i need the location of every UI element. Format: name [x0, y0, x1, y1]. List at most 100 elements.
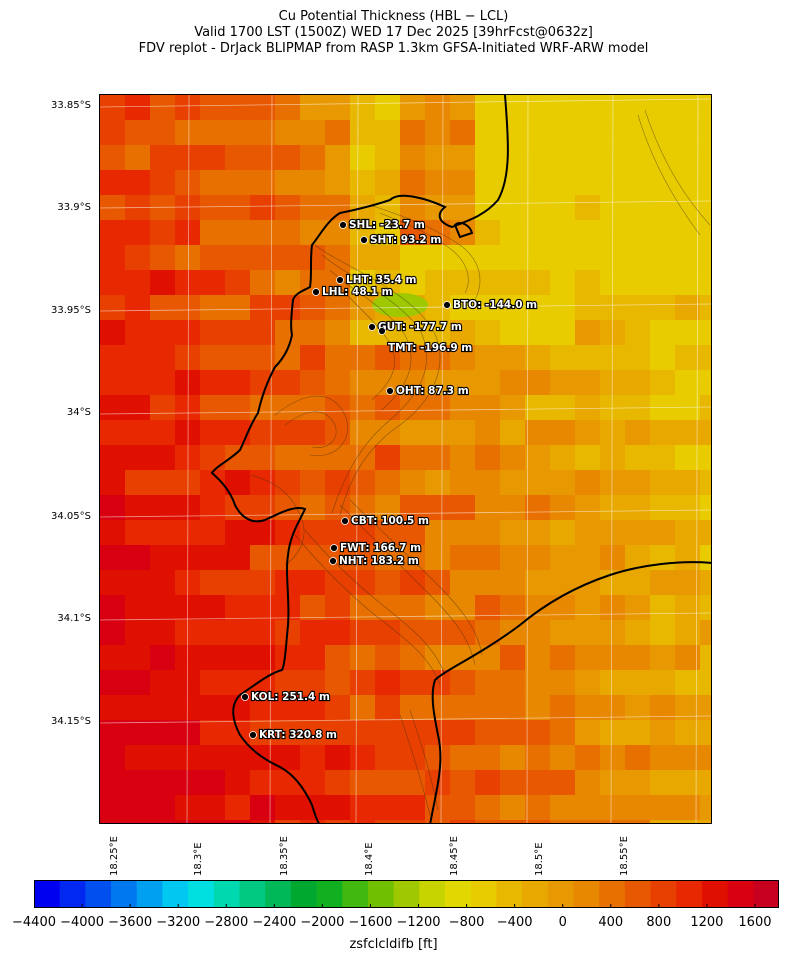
heatmap-cell	[125, 520, 151, 546]
heatmap-cell	[700, 395, 711, 421]
colorbar-tick-label: −1200	[396, 915, 441, 930]
heatmap-cell	[650, 270, 676, 296]
heatmap-cell	[150, 720, 176, 746]
lat-label-33.95: 33.95°S	[51, 305, 91, 316]
heatmap-cell	[500, 745, 526, 771]
heatmap-cell	[475, 245, 501, 271]
heatmap-cell	[225, 145, 251, 171]
heatmap-cell	[600, 720, 626, 746]
heatmap-cell	[250, 545, 276, 571]
heatmap-cell	[700, 370, 711, 396]
heatmap-cell	[175, 695, 201, 721]
heatmap-cell	[200, 670, 226, 696]
colorbar-tick-label: 1600	[738, 915, 772, 930]
heatmap-cell	[300, 670, 326, 696]
colorbar-tick-label: −2000	[300, 915, 345, 930]
heatmap-cell	[425, 820, 451, 823]
heatmap-cell	[100, 295, 126, 321]
heatmap-cell	[100, 470, 126, 496]
heatmap-cell	[625, 770, 651, 796]
heatmap-cell	[475, 520, 501, 546]
heatmap-cell	[475, 745, 501, 771]
station-marker-shl[interactable]	[339, 221, 347, 229]
heatmap-cell	[625, 645, 651, 671]
heatmap-cell	[400, 120, 426, 146]
heatmap-cell	[150, 795, 176, 821]
station-marker-nht[interactable]	[329, 557, 337, 565]
heatmap-cell	[700, 170, 711, 196]
heatmap-cell	[650, 645, 676, 671]
station-marker-oht[interactable]	[386, 387, 394, 395]
heatmap-cell	[300, 120, 326, 146]
station-marker-sht[interactable]	[360, 236, 368, 244]
heatmap-cell	[150, 745, 176, 771]
heatmap-cell	[675, 295, 701, 321]
heatmap-cell	[325, 345, 351, 371]
heatmap-cell	[675, 420, 701, 446]
heatmap-cell	[500, 120, 526, 146]
heatmap-cell	[100, 445, 126, 471]
heatmap-cell	[175, 720, 201, 746]
station-marker-krt[interactable]	[249, 731, 257, 739]
heatmap-cell	[125, 595, 151, 621]
heatmap-cell	[650, 420, 676, 446]
heatmap-cell	[675, 220, 701, 246]
colorbar-title: zsfclcldifb [ft]	[349, 937, 438, 952]
heatmap-cell	[625, 320, 651, 346]
station-marker-cbt[interactable]	[341, 517, 349, 525]
heatmap-cell	[350, 595, 376, 621]
station-marker-lht[interactable]	[336, 276, 344, 284]
heatmap-cell	[200, 720, 226, 746]
heatmap-cell	[375, 395, 401, 421]
station-marker-bto[interactable]	[443, 301, 451, 309]
heatmap-cell	[375, 170, 401, 196]
heatmap-cell	[400, 620, 426, 646]
heatmap-cell	[325, 495, 351, 521]
colorbar-tick-label: −800	[448, 915, 485, 930]
station-marker-kol[interactable]	[241, 693, 249, 701]
heatmap-cell	[300, 545, 326, 571]
heatmap-cell	[475, 820, 501, 823]
heatmap-cell	[600, 795, 626, 821]
heatmap-cell	[175, 120, 201, 146]
heatmap-cell	[500, 770, 526, 796]
heatmap-cell	[700, 95, 711, 121]
heatmap-cell	[275, 445, 301, 471]
station-marker-tmt[interactable]	[378, 327, 386, 335]
heatmap-cell	[325, 195, 351, 221]
heatmap-cell	[525, 820, 551, 823]
heatmap-cell	[125, 570, 151, 596]
heatmap-cell	[125, 745, 151, 771]
heatmap-cell	[425, 420, 451, 446]
station-marker-fwt[interactable]	[330, 544, 338, 552]
heatmap-cell	[350, 520, 376, 546]
heatmap-cell	[325, 295, 351, 321]
station-marker-lhl[interactable]	[312, 288, 320, 296]
heatmap-cell	[150, 95, 176, 121]
heatmap-cell	[575, 120, 601, 146]
heatmap-cell	[400, 445, 426, 471]
colorbar-swatch	[727, 880, 754, 908]
station-marker-gut[interactable]	[368, 323, 376, 331]
heatmap-cell	[375, 720, 401, 746]
heatmap-cell	[100, 770, 126, 796]
heatmap-cell	[500, 420, 526, 446]
heatmap-cell	[250, 645, 276, 671]
heatmap-cell	[400, 645, 426, 671]
station-label-tmt: TMT: -196.9 m	[388, 342, 472, 354]
heatmap-cell	[275, 195, 301, 221]
heatmap-cell	[700, 795, 711, 821]
heatmap-cell	[425, 545, 451, 571]
heatmap-cell	[425, 270, 451, 296]
heatmap-cell	[150, 220, 176, 246]
heatmap-cell	[350, 120, 376, 146]
heatmap-cell	[525, 95, 551, 121]
colorbar-swatch	[676, 880, 703, 908]
heatmap-cell	[450, 495, 476, 521]
heatmap-cell	[325, 720, 351, 746]
heatmap-cell	[350, 145, 376, 171]
heatmap-cell	[375, 95, 401, 121]
heatmap-cell	[150, 170, 176, 196]
heatmap-cell	[225, 220, 251, 246]
heatmap-cell	[700, 120, 711, 146]
